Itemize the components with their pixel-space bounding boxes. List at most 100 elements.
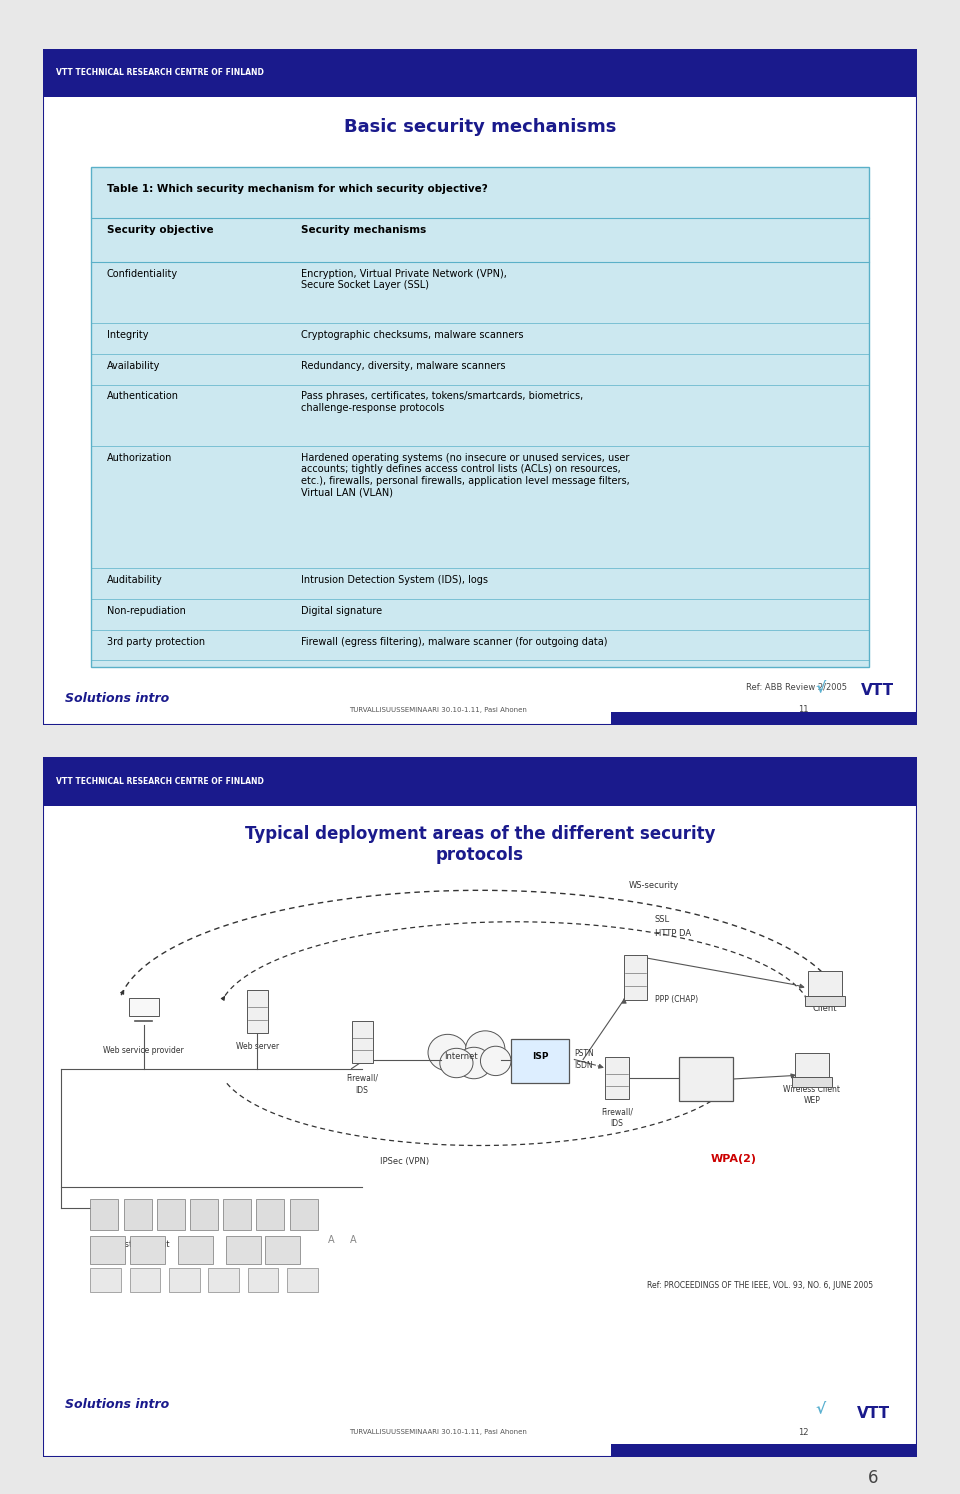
Ellipse shape	[480, 1046, 511, 1076]
Text: Cryptographic checksums, malware scanners: Cryptographic checksums, malware scanner…	[300, 330, 523, 341]
Text: Auditability: Auditability	[107, 575, 163, 586]
Text: Industrial Plant: Industrial Plant	[107, 1240, 170, 1249]
FancyBboxPatch shape	[43, 757, 917, 807]
Text: 6: 6	[869, 1469, 878, 1487]
Text: Redundancy, diversity, malware scanners: Redundancy, diversity, malware scanners	[300, 360, 505, 371]
Text: Digital signature: Digital signature	[300, 607, 382, 616]
FancyBboxPatch shape	[130, 1268, 160, 1292]
Text: Web service provider: Web service provider	[104, 1046, 184, 1055]
FancyBboxPatch shape	[43, 49, 917, 725]
Text: Pass phrases, certificates, tokens/smartcards, biometrics,
challenge-response pr: Pass phrases, certificates, tokens/smart…	[300, 391, 583, 412]
Text: Web server: Web server	[235, 1041, 278, 1052]
Text: Solutions intro: Solutions intro	[65, 1398, 169, 1410]
Text: Internet: Internet	[444, 1052, 477, 1061]
Text: IDS: IDS	[611, 1119, 624, 1128]
Text: ISDN: ISDN	[574, 1061, 593, 1070]
Text: Availability: Availability	[107, 360, 160, 371]
Text: Basic security mechanisms: Basic security mechanisms	[344, 118, 616, 136]
Ellipse shape	[428, 1034, 468, 1071]
Ellipse shape	[440, 1049, 473, 1077]
Text: Encryption, Virtual Private Network (VPN),
Secure Socket Layer (SSL): Encryption, Virtual Private Network (VPN…	[300, 269, 507, 290]
Text: Table 1: Which security mechanism for which security objective?: Table 1: Which security mechanism for wh…	[107, 184, 488, 194]
FancyBboxPatch shape	[169, 1268, 200, 1292]
Text: Authentication: Authentication	[107, 391, 179, 402]
Text: Security mechanisms: Security mechanisms	[300, 226, 426, 235]
Text: Hardened operating systems (no insecure or unused services, user
accounts; tight: Hardened operating systems (no insecure …	[300, 453, 630, 498]
Text: Client: Client	[813, 1004, 837, 1013]
Text: VTT: VTT	[861, 683, 894, 698]
FancyBboxPatch shape	[256, 1200, 284, 1230]
FancyBboxPatch shape	[190, 1200, 218, 1230]
FancyBboxPatch shape	[287, 1268, 318, 1292]
FancyBboxPatch shape	[43, 49, 917, 97]
FancyBboxPatch shape	[351, 1020, 372, 1064]
Text: Non-repudiation: Non-repudiation	[107, 607, 186, 616]
Text: ISP: ISP	[532, 1052, 548, 1061]
FancyBboxPatch shape	[208, 1268, 239, 1292]
FancyBboxPatch shape	[606, 1056, 629, 1098]
Text: Solutions intro: Solutions intro	[65, 692, 169, 705]
FancyBboxPatch shape	[805, 996, 845, 1005]
Text: WS-security: WS-security	[629, 881, 679, 890]
Text: HTTP DA: HTTP DA	[655, 929, 691, 938]
Text: Intrusion Detection System (IDS), logs: Intrusion Detection System (IDS), logs	[300, 575, 488, 586]
Text: Firewall (egress filtering), malware scanner (for outgoing data): Firewall (egress filtering), malware sca…	[300, 636, 608, 647]
FancyBboxPatch shape	[91, 167, 869, 668]
FancyBboxPatch shape	[612, 713, 917, 725]
Text: WPA(2): WPA(2)	[710, 1155, 756, 1164]
FancyBboxPatch shape	[796, 1052, 828, 1079]
FancyBboxPatch shape	[247, 989, 268, 1032]
Text: PSTN: PSTN	[574, 1049, 594, 1058]
Text: TURVALLISUUSSEMINAARI 30.10-1.11, Pasi Ahonen: TURVALLISUUSSEMINAARI 30.10-1.11, Pasi A…	[349, 707, 527, 713]
FancyBboxPatch shape	[512, 1040, 569, 1083]
Text: Authorization: Authorization	[107, 453, 173, 463]
FancyBboxPatch shape	[223, 1200, 252, 1230]
FancyBboxPatch shape	[90, 1200, 118, 1230]
Text: WLAN: WLAN	[695, 1070, 718, 1079]
FancyBboxPatch shape	[624, 955, 647, 999]
FancyBboxPatch shape	[226, 1236, 261, 1264]
FancyBboxPatch shape	[43, 757, 917, 1457]
Text: Firewall/: Firewall/	[346, 1074, 378, 1083]
Text: Integrity: Integrity	[107, 330, 149, 341]
Text: Typical deployment areas of the different security
protocols: Typical deployment areas of the differen…	[245, 826, 715, 864]
Text: IPSec (VPN): IPSec (VPN)	[379, 1158, 429, 1167]
Text: 3rd party protection: 3rd party protection	[107, 636, 205, 647]
Text: A: A	[328, 1236, 335, 1245]
Text: Wireless Client: Wireless Client	[783, 1085, 840, 1094]
Text: TURVALLISUUSSEMINAARI 30.10-1.11, Pasi Ahonen: TURVALLISUUSSEMINAARI 30.10-1.11, Pasi A…	[349, 1430, 527, 1436]
Text: √: √	[815, 1401, 825, 1416]
FancyBboxPatch shape	[808, 971, 842, 998]
FancyBboxPatch shape	[612, 1445, 917, 1457]
Text: VTT: VTT	[856, 1406, 890, 1421]
Text: PPP (CHAP): PPP (CHAP)	[655, 995, 698, 1004]
Text: Ref: PROCEEDINGS OF THE IEEE, VOL. 93, NO. 6, JUNE 2005: Ref: PROCEEDINGS OF THE IEEE, VOL. 93, N…	[647, 1280, 874, 1289]
FancyBboxPatch shape	[265, 1236, 300, 1264]
Text: Security objective: Security objective	[107, 226, 213, 235]
Text: IDS: IDS	[355, 1086, 369, 1095]
FancyBboxPatch shape	[156, 1200, 184, 1230]
FancyBboxPatch shape	[792, 1077, 831, 1088]
Ellipse shape	[456, 1047, 492, 1079]
FancyBboxPatch shape	[130, 1236, 164, 1264]
FancyBboxPatch shape	[124, 1200, 152, 1230]
Text: 11: 11	[798, 705, 808, 714]
Text: 12: 12	[798, 1428, 808, 1437]
Text: Firewall/: Firewall/	[601, 1107, 634, 1116]
FancyBboxPatch shape	[248, 1268, 278, 1292]
FancyBboxPatch shape	[290, 1200, 318, 1230]
Text: AP: AP	[702, 1082, 711, 1091]
FancyBboxPatch shape	[178, 1236, 213, 1264]
Text: A: A	[350, 1236, 357, 1245]
Ellipse shape	[466, 1031, 505, 1067]
FancyBboxPatch shape	[90, 1236, 126, 1264]
FancyBboxPatch shape	[679, 1056, 733, 1101]
Text: √: √	[815, 680, 825, 695]
Text: SSL: SSL	[655, 914, 670, 923]
FancyBboxPatch shape	[90, 1268, 121, 1292]
FancyBboxPatch shape	[129, 998, 158, 1016]
Text: Confidentiality: Confidentiality	[107, 269, 179, 279]
Text: WEP: WEP	[804, 1097, 821, 1106]
Text: Ref: ABB Review 2/2005: Ref: ABB Review 2/2005	[746, 683, 847, 692]
Text: VTT TECHNICAL RESEARCH CENTRE OF FINLAND: VTT TECHNICAL RESEARCH CENTRE OF FINLAND	[57, 69, 264, 78]
